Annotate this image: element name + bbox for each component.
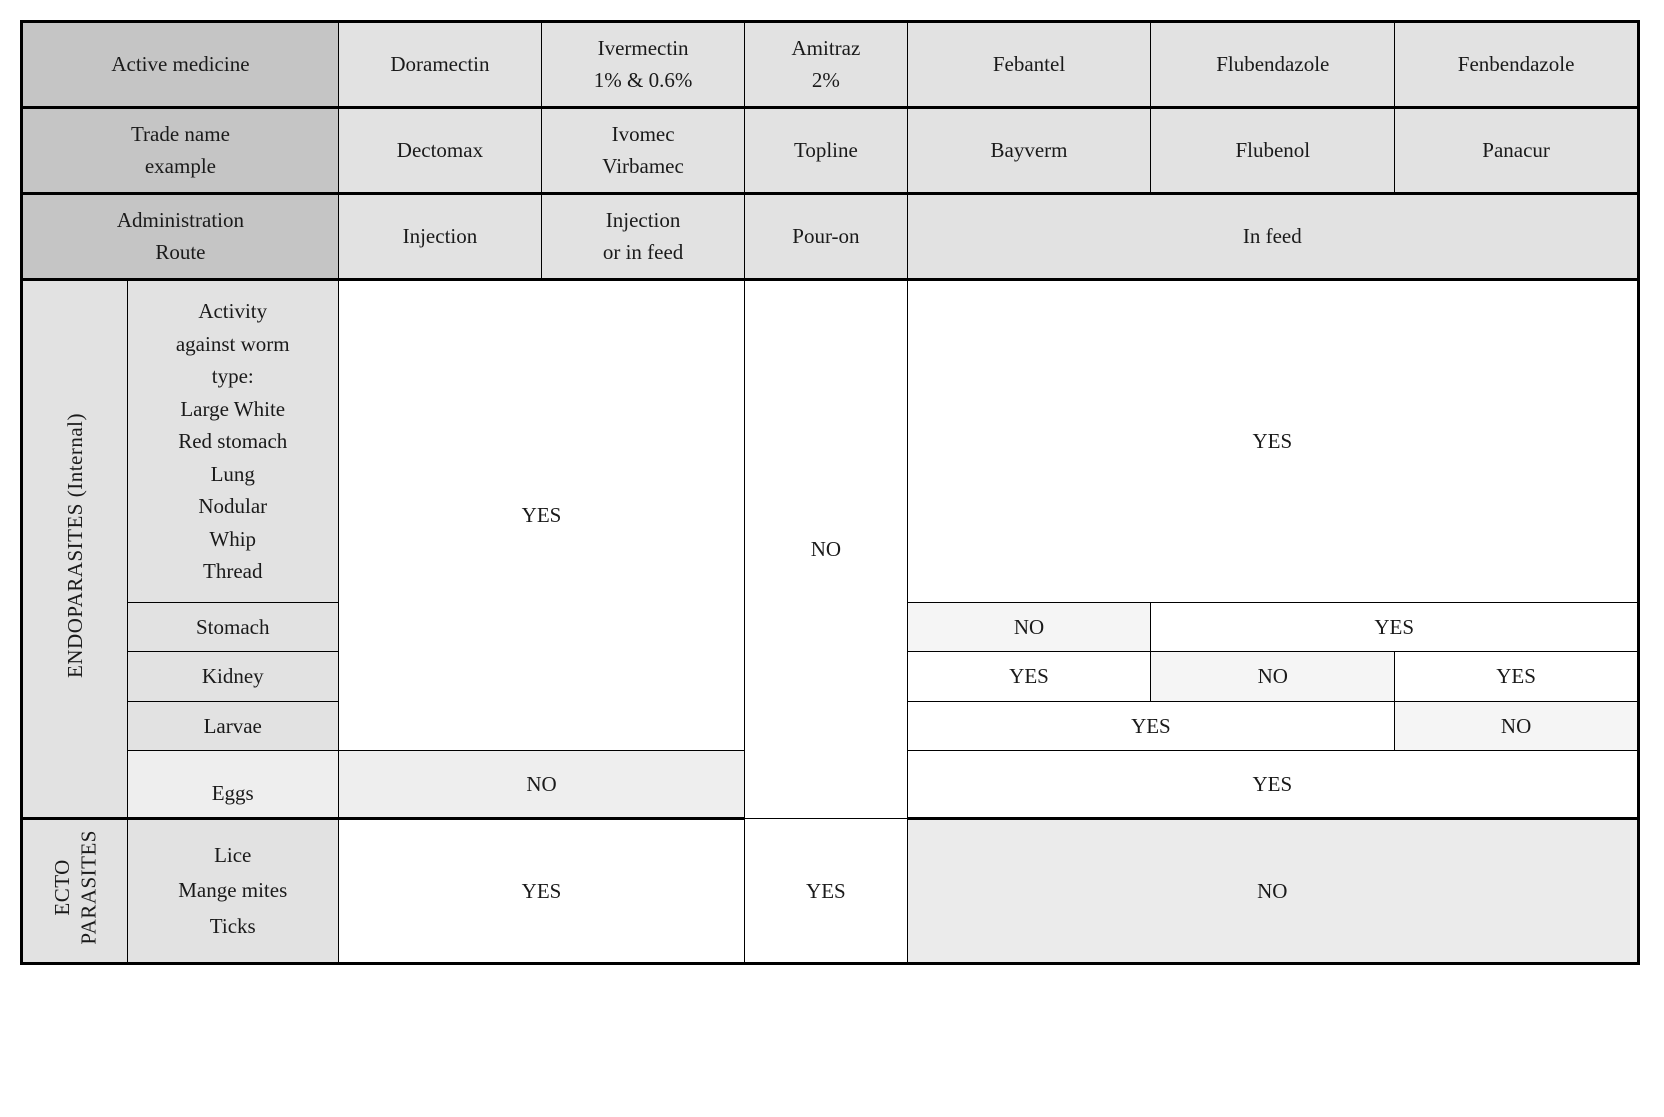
col-amitraz: Amitraz2%: [745, 22, 908, 108]
val-feb-flu-fen-eggs: YES: [907, 750, 1638, 818]
admin-pouron: Pour-on: [745, 194, 908, 280]
trade-name-label: Trade name: [131, 122, 230, 146]
col-flubendazole: Flubendazole: [1151, 22, 1395, 108]
val-feb-flu-larvae: YES: [907, 701, 1395, 750]
val-febantel-stomach: NO: [907, 602, 1151, 651]
row-stomach: Stomach: [127, 602, 338, 651]
admin-label: Administration: [117, 208, 244, 232]
trade-bayverm: Bayverm: [907, 108, 1151, 194]
admin-injection-feed: Injectionor in feed: [542, 194, 745, 280]
section-endoparasites: ENDOPARASITES (Internal): [22, 280, 128, 819]
row-larvae: Larvae: [127, 701, 338, 750]
col-fenbendazole: Fenbendazole: [1395, 22, 1639, 108]
admin-injection: Injection: [338, 194, 541, 280]
row-eggs: Eggs: [127, 750, 338, 818]
val-fenbendazole-kidney: YES: [1395, 652, 1639, 701]
header-admin-route: Administration Route: [22, 194, 339, 280]
section-ectoparasites: ECTOPARASITES: [22, 819, 128, 964]
endo-label: ENDOPARASITES (Internal): [61, 413, 89, 678]
val-amitraz-ecto: YES: [745, 819, 908, 964]
val-febantel-kidney: YES: [907, 652, 1151, 701]
val-dora-iver-endo: YES: [338, 280, 744, 751]
val-dora-iver-eggs: NO: [338, 750, 744, 818]
trade-example-label: example: [145, 154, 216, 178]
val-amitraz-endo: NO: [745, 280, 908, 819]
val-dora-iver-ecto: YES: [338, 819, 744, 964]
route-label: Route: [155, 240, 205, 264]
col-doramectin: Doramectin: [338, 22, 541, 108]
parasite-medicine-table: Active medicine Doramectin Ivermectin1% …: [20, 20, 1640, 965]
trade-ivomec: IvomecVirbamec: [542, 108, 745, 194]
trade-dectomax: Dectomax: [338, 108, 541, 194]
val-fenbendazole-larvae: NO: [1395, 701, 1639, 750]
trade-topline: Topline: [745, 108, 908, 194]
val-flubendazole-kidney: NO: [1151, 652, 1395, 701]
val-feb-flu-fen-worms: YES: [907, 280, 1638, 603]
trade-flubenol: Flubenol: [1151, 108, 1395, 194]
col-ivermectin: Ivermectin1% & 0.6%: [542, 22, 745, 108]
admin-infeed: In feed: [907, 194, 1638, 280]
trade-panacur: Panacur: [1395, 108, 1639, 194]
row-kidney: Kidney: [127, 652, 338, 701]
ecto-label: ECTOPARASITES: [49, 830, 102, 945]
col-febantel: Febantel: [907, 22, 1151, 108]
header-trade-name: Trade name example: [22, 108, 339, 194]
val-flu-fen-stomach: YES: [1151, 602, 1639, 651]
row-ecto-list: LiceMange mitesTicks: [127, 819, 338, 964]
row-worm-types: Activityagainst wormtype:Large WhiteRed …: [127, 280, 338, 603]
header-active-medicine: Active medicine: [22, 22, 339, 108]
val-feb-flu-fen-ecto: NO: [907, 819, 1638, 964]
